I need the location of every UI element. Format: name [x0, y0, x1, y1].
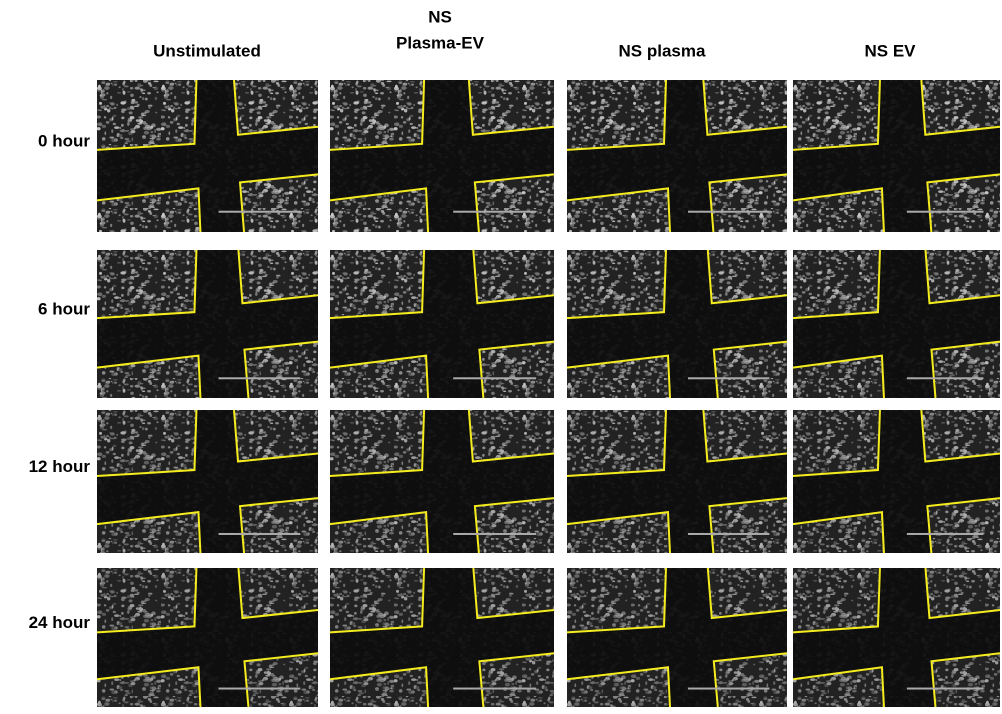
scale-bar	[453, 688, 536, 690]
scale-bar	[219, 211, 301, 213]
micrograph	[97, 568, 318, 707]
figure: Unstimulated NS Plasma-EV NS plasma NS EV 0 h…	[0, 0, 1002, 709]
column-header: NS	[428, 7, 452, 26]
row-label: 24 hour	[29, 613, 91, 632]
micrograph	[793, 410, 1000, 553]
scale-bar	[688, 533, 769, 535]
micrograph	[330, 410, 554, 553]
micrograph	[793, 568, 1000, 707]
micrograph	[97, 410, 318, 553]
micrograph	[97, 250, 318, 398]
scale-bar	[688, 211, 769, 213]
scale-bar	[219, 533, 301, 535]
scale-bar	[688, 377, 769, 379]
column-header: Plasma-EV	[396, 33, 485, 52]
micrograph	[567, 568, 787, 707]
scale-bar	[907, 533, 984, 535]
scale-bar	[907, 377, 984, 379]
scale-bar	[907, 211, 984, 213]
micrograph	[330, 568, 554, 707]
column-header: NS plasma	[619, 41, 706, 60]
micrograph	[567, 250, 787, 398]
row-label: 0 hour	[38, 131, 90, 150]
row-label: 6 hour	[38, 299, 90, 318]
micrograph	[330, 250, 554, 398]
scale-bar	[907, 688, 984, 690]
scale-bar	[453, 533, 536, 535]
micrograph	[330, 80, 554, 232]
micrograph	[567, 80, 787, 232]
micrograph	[793, 80, 1000, 232]
column-header: NS EV	[864, 41, 916, 60]
micrograph	[793, 250, 1000, 398]
micrograph	[567, 410, 787, 553]
scale-bar	[219, 377, 301, 379]
scale-bar	[688, 688, 769, 690]
scale-bar	[453, 211, 536, 213]
micrograph	[97, 80, 318, 232]
column-header: Unstimulated	[153, 41, 261, 60]
scale-bar	[453, 377, 536, 379]
row-label: 12 hour	[29, 457, 91, 476]
scale-bar	[219, 688, 301, 690]
